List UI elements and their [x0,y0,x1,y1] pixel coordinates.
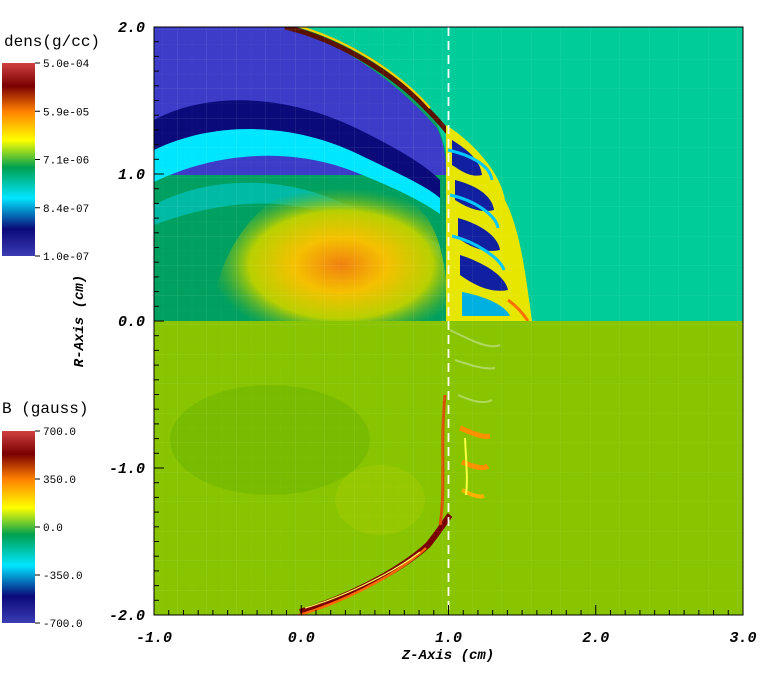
colorbar-tick-label: 7.1e-06 [43,156,89,168]
colorbar-tick-label: 8.4e-07 [43,204,89,216]
colorbar-tick-label: 5.0e-04 [43,59,90,71]
colorbar-tick-label: 0.0 [43,523,63,535]
colorbar-tick-label: 350.0 [43,475,76,487]
colorbar-tick-label: -700.0 [43,619,83,631]
colorbar-tick-label: 5.9e-05 [43,107,89,119]
x-tick-label: 3.0 [729,630,756,647]
colorbar-tick-label: 1.0e-07 [43,252,89,264]
colorbar-tick-label: -350.0 [43,571,83,583]
y-tick-label: -1.0 [109,461,145,478]
colorbar-tick-label: 700.0 [43,427,76,439]
y-axis: -2.0 -1.0 0.0 1.0 2.0 [109,20,164,625]
density-colorbar: dens(g/cc) 5.0e-04 5.9e-05 7.1e-06 8.4e-07 1… [2,33,100,264]
y-tick-label: 2.0 [118,20,145,37]
density-mesh-fine [154,27,454,321]
b-field-colorbar: B (gauss) 700.0 350.0 0.0 -350.0 -700.0 [2,400,88,631]
y-tick-label: -2.0 [109,608,145,625]
b-field-colorbar-title: B (gauss) [2,400,88,418]
x-tick-label: 0.0 [288,630,315,647]
x-tick-label: 1.0 [435,630,462,647]
y-axis-title: R-Axis (cm) [72,275,88,367]
x-axis-title: Z-Axis (cm) [401,648,494,664]
b-field-colorbar-ticks: 700.0 350.0 0.0 -350.0 -700.0 [35,427,83,631]
x-tick-label: -1.0 [136,630,172,647]
density-colorbar-gradient [2,63,35,256]
plot-area [154,27,743,615]
density-colorbar-ticks: 5.0e-04 5.9e-05 7.1e-06 8.4e-07 1.0e-07 [35,59,90,264]
b-field-colorbar-gradient [2,431,35,623]
y-tick-label: 1.0 [118,167,145,184]
density-colorbar-title: dens(g/cc) [4,33,100,51]
b-field-mesh-fine [154,321,454,615]
x-tick-label: 2.0 [582,630,609,647]
x-axis: -1.0 0.0 1.0 2.0 3.0 [136,605,757,647]
y-tick-label: 0.0 [118,314,145,331]
